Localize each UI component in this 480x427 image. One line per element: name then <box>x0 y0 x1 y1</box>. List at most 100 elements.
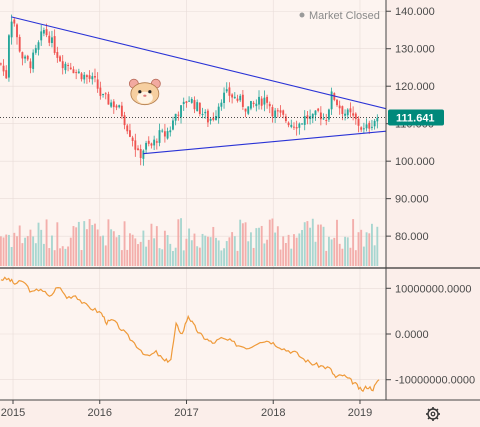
candle-body <box>336 99 338 106</box>
candle-body <box>231 94 234 98</box>
candle-body <box>376 117 379 122</box>
volume-bar <box>352 219 355 266</box>
candle-body <box>75 72 78 74</box>
volume-bar <box>204 235 207 266</box>
volume-bar <box>69 237 72 266</box>
volume-bar <box>110 229 113 266</box>
volume-bar <box>198 247 201 266</box>
volume-bar <box>26 236 29 266</box>
indicator-series[interactable] <box>0 276 380 393</box>
candle-body <box>198 102 201 114</box>
trendline-lower[interactable] <box>143 130 387 155</box>
candle-body <box>142 150 145 159</box>
volume-bar <box>314 241 317 266</box>
volume-bar <box>104 245 107 266</box>
volume-bar <box>284 242 287 266</box>
candle-body <box>319 112 322 120</box>
volume-bar <box>341 248 344 266</box>
candle-body <box>96 79 99 89</box>
candle-body <box>325 120 328 122</box>
candle-body <box>309 116 312 120</box>
volume-bar <box>309 227 312 266</box>
time-axis-panel[interactable] <box>0 400 386 427</box>
candlestick-series[interactable] <box>0 14 379 166</box>
volume-bar <box>24 237 27 266</box>
time-tick-label: 2015 <box>1 407 25 419</box>
candle-body <box>301 123 303 125</box>
trendline-upper[interactable] <box>11 16 387 110</box>
volume-bar <box>88 219 91 266</box>
candle-body <box>72 69 75 74</box>
volume-bar <box>301 229 303 266</box>
candle-body <box>169 130 172 133</box>
candle-body <box>163 131 166 137</box>
candle-body <box>174 113 177 121</box>
volume-bar <box>67 246 70 266</box>
candle-body <box>293 126 295 128</box>
volume-bar <box>145 246 148 266</box>
volume-bar <box>169 243 172 266</box>
volume-bar <box>182 250 185 266</box>
candle-body <box>357 118 360 126</box>
volume-bar <box>34 243 37 266</box>
volume-bar <box>85 229 88 266</box>
volume-bar <box>190 240 193 266</box>
candle-body <box>145 142 148 150</box>
trendlines[interactable] <box>11 16 387 155</box>
volume-bar <box>115 237 118 266</box>
candle-body <box>212 117 215 120</box>
gear-tooth <box>435 408 439 412</box>
volume-bar <box>163 230 166 266</box>
volume-bar <box>258 227 260 266</box>
indicator-tick-label: 0.0000 <box>395 329 429 341</box>
candle-body <box>42 30 45 34</box>
candle-body <box>99 87 102 96</box>
time-axis-ticks: 2015 2016 2017 2018 2019 <box>1 400 372 419</box>
candle-body <box>18 36 21 52</box>
gear-icon[interactable] <box>426 407 440 421</box>
volume-bar <box>131 234 134 266</box>
candle-body <box>228 87 231 96</box>
volume-bar <box>225 241 228 266</box>
candle-body <box>40 31 43 41</box>
candle-body <box>349 108 352 113</box>
volume-bar <box>29 229 32 266</box>
candle-body <box>45 29 48 36</box>
volume-bar <box>59 248 61 266</box>
volume-bar <box>174 247 177 266</box>
volume-bar <box>147 239 150 266</box>
candle-body <box>317 108 320 111</box>
candle-body <box>166 131 169 139</box>
volume-bar <box>126 249 129 266</box>
volume-bar <box>231 232 234 266</box>
candle-body <box>220 102 223 107</box>
volume-bar <box>139 241 142 266</box>
candle-body <box>134 140 137 150</box>
candle-body <box>193 100 196 110</box>
volume-bar <box>239 219 242 266</box>
volume-bar <box>5 234 8 266</box>
candle-body <box>225 89 228 92</box>
volume-bar <box>255 228 258 266</box>
volume-bar <box>201 233 204 266</box>
price-tick-label: 80.000 <box>395 231 429 243</box>
candle-body <box>180 105 182 118</box>
volume-bar <box>56 222 59 266</box>
volume-bar <box>295 237 298 266</box>
candle-body <box>188 100 191 102</box>
candle-body <box>26 55 29 60</box>
volume-bar <box>102 235 104 266</box>
volume-bar <box>319 224 322 266</box>
candle-body <box>123 115 126 126</box>
volume-bar <box>274 232 277 266</box>
candle-body <box>306 115 309 119</box>
price-axis-panel[interactable] <box>386 0 480 427</box>
volume-bar <box>128 233 131 266</box>
volume-bar <box>371 223 373 266</box>
volume-bar <box>220 250 223 266</box>
candle-body <box>59 56 61 62</box>
volume-bar <box>209 237 212 266</box>
candle-body <box>314 110 317 115</box>
